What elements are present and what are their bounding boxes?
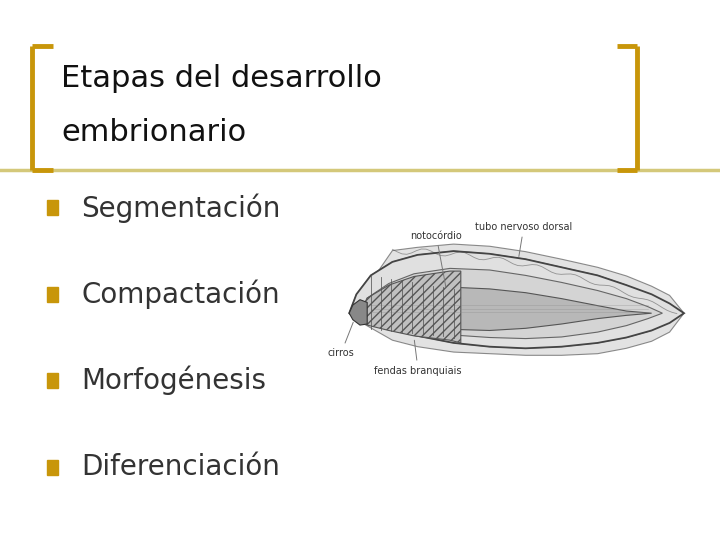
Text: Segmentación: Segmentación [81,193,281,222]
Text: fendas branquiais: fendas branquiais [374,340,462,376]
Polygon shape [349,244,684,313]
Text: Compactación: Compactación [81,280,280,309]
Polygon shape [349,251,684,348]
FancyBboxPatch shape [47,200,58,215]
FancyBboxPatch shape [47,373,58,388]
Polygon shape [356,313,684,355]
Polygon shape [367,287,652,330]
Polygon shape [360,271,461,343]
FancyBboxPatch shape [47,287,58,302]
Text: notocórdio: notocórdio [410,231,462,287]
Polygon shape [360,268,662,339]
Text: Etapas del desarrollo: Etapas del desarrollo [61,64,382,93]
Text: embrionario: embrionario [61,118,246,147]
Text: Diferenciación: Diferenciación [81,453,280,481]
Polygon shape [349,300,367,325]
FancyBboxPatch shape [47,460,58,475]
Text: Morfogénesis: Morfogénesis [81,366,266,395]
Text: cirros: cirros [328,322,354,359]
Text: tubo nervoso dorsal: tubo nervoso dorsal [475,221,572,256]
